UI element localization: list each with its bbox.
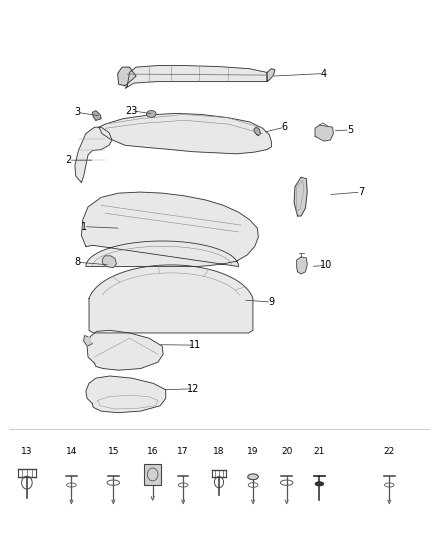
Text: 15: 15 bbox=[108, 447, 119, 456]
Polygon shape bbox=[118, 67, 136, 86]
Text: 6: 6 bbox=[282, 122, 288, 132]
Text: 12: 12 bbox=[187, 384, 199, 394]
Polygon shape bbox=[75, 127, 112, 182]
Polygon shape bbox=[89, 265, 253, 333]
Polygon shape bbox=[86, 376, 166, 413]
Polygon shape bbox=[254, 127, 261, 136]
Text: 7: 7 bbox=[358, 187, 364, 197]
Text: 11: 11 bbox=[189, 340, 201, 350]
Text: 17: 17 bbox=[177, 447, 189, 456]
Text: 20: 20 bbox=[281, 447, 292, 456]
Text: 19: 19 bbox=[247, 447, 259, 456]
Text: 4: 4 bbox=[321, 69, 327, 78]
Text: 9: 9 bbox=[268, 297, 275, 307]
Text: 1: 1 bbox=[81, 222, 87, 232]
Polygon shape bbox=[315, 125, 333, 141]
Text: 5: 5 bbox=[347, 125, 353, 135]
Text: 10: 10 bbox=[320, 261, 332, 270]
Polygon shape bbox=[102, 256, 117, 268]
Polygon shape bbox=[294, 177, 307, 216]
Polygon shape bbox=[84, 336, 92, 346]
Text: 23: 23 bbox=[126, 106, 138, 116]
Polygon shape bbox=[267, 69, 275, 82]
Ellipse shape bbox=[315, 482, 324, 486]
Text: 16: 16 bbox=[147, 447, 159, 456]
Text: 2: 2 bbox=[65, 155, 71, 165]
Text: 22: 22 bbox=[384, 447, 395, 456]
Polygon shape bbox=[99, 114, 272, 154]
Bar bbox=[144, 464, 161, 485]
Text: 8: 8 bbox=[74, 257, 80, 267]
Ellipse shape bbox=[248, 474, 258, 480]
Polygon shape bbox=[125, 66, 267, 88]
Polygon shape bbox=[297, 257, 307, 274]
Text: 13: 13 bbox=[21, 447, 33, 456]
Polygon shape bbox=[87, 330, 163, 370]
Ellipse shape bbox=[147, 110, 156, 117]
Text: 18: 18 bbox=[213, 447, 225, 456]
Polygon shape bbox=[92, 111, 101, 120]
Text: 14: 14 bbox=[66, 447, 77, 456]
Text: 3: 3 bbox=[74, 107, 80, 117]
Polygon shape bbox=[81, 192, 258, 266]
Text: 21: 21 bbox=[314, 447, 325, 456]
